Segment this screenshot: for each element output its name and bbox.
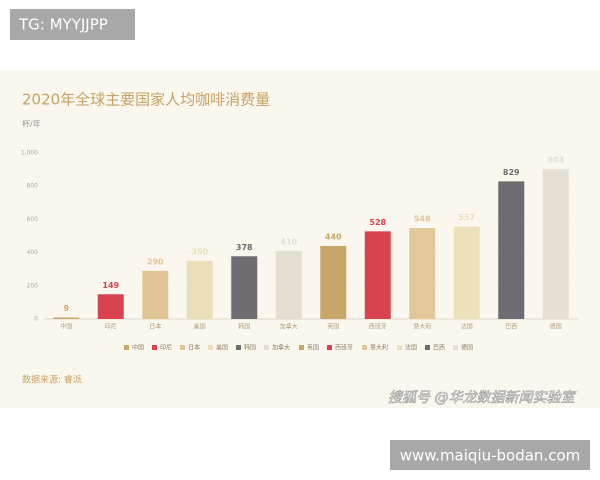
x-tick-label: 美国 xyxy=(194,323,206,331)
source: 数据来源: 睿派 xyxy=(22,374,82,386)
x-tick-label: 日本 xyxy=(149,323,161,331)
legend-swatch xyxy=(264,345,269,350)
legend-label: 韩国 xyxy=(244,344,256,352)
legend-label: 印尼 xyxy=(160,345,172,352)
site-label: www.maiqiu-bodan.com xyxy=(400,447,581,465)
legend-label: 意大利 xyxy=(370,344,388,352)
legend-label: 西班牙 xyxy=(335,344,353,352)
x-tick-label: 加拿大 xyxy=(280,323,298,331)
bar xyxy=(409,228,436,319)
value-label: 829 xyxy=(503,168,520,177)
top-label: TG: MYYJJPP xyxy=(18,16,108,34)
y-tick-label: 0 xyxy=(34,316,38,323)
bar xyxy=(453,226,480,319)
legend-swatch xyxy=(208,345,213,350)
legend-swatch xyxy=(236,345,241,350)
x-tick-label: 韩国 xyxy=(238,323,250,331)
y-tick-label: 600 xyxy=(27,216,39,223)
value-label: 548 xyxy=(414,215,431,224)
site-box xyxy=(390,440,590,470)
x-tick-label: 中国 xyxy=(60,323,72,331)
legend-swatch xyxy=(152,345,157,350)
y-axis-label: 杯/年 xyxy=(22,119,41,129)
value-label: 290 xyxy=(147,257,164,266)
value-label: 440 xyxy=(325,232,342,241)
legend-label: 法国 xyxy=(405,344,417,352)
legend-label: 英国 xyxy=(307,344,319,352)
top-label-box xyxy=(10,9,135,40)
x-tick-label: 西班牙 xyxy=(369,323,387,331)
x-tick-label: 德国 xyxy=(550,323,562,331)
value-label: 350 xyxy=(191,247,208,256)
bar xyxy=(320,245,347,319)
bar xyxy=(97,294,124,319)
y-tick-label: 800 xyxy=(27,183,39,190)
legend-label: 美国 xyxy=(216,344,228,352)
value-label: 9 xyxy=(63,304,69,313)
y-tick-label: 200 xyxy=(27,282,39,289)
bar xyxy=(53,317,80,319)
x-tick-label: 巴西 xyxy=(505,324,517,331)
value-label: 528 xyxy=(369,218,386,227)
legend-swatch xyxy=(124,345,129,350)
x-tick-label: 意大利 xyxy=(413,323,431,331)
legend-label: 中国 xyxy=(132,344,144,352)
bar xyxy=(231,256,258,319)
bar xyxy=(275,250,302,319)
x-tick-label: 印尼 xyxy=(105,324,117,331)
legend-label: 日本 xyxy=(188,344,200,352)
bar xyxy=(142,270,169,319)
legend-swatch xyxy=(327,345,332,350)
bar xyxy=(186,260,213,319)
legend-swatch xyxy=(180,345,185,350)
bar xyxy=(542,169,569,319)
legend-swatch xyxy=(397,345,402,350)
legend-label: 德国 xyxy=(461,344,473,352)
value-label: 410 xyxy=(280,237,297,246)
legend-label: 加拿大 xyxy=(272,344,290,352)
legend-label: 巴西 xyxy=(433,345,445,352)
y-tick-label: 400 xyxy=(27,249,39,256)
x-tick-label: 法国 xyxy=(461,323,473,331)
chart-title: 2020年全球主要国家人均咖啡消费量 xyxy=(22,91,270,109)
bar xyxy=(498,181,525,319)
value-label: 149 xyxy=(102,281,119,290)
value-label: 557 xyxy=(458,213,475,222)
legend-swatch xyxy=(453,345,458,350)
legend-swatch xyxy=(425,345,430,350)
value-label: 378 xyxy=(236,243,253,252)
watermark: 搜狐号 @华龙数据新闻实验室 xyxy=(388,390,576,406)
y-tick-label: 1,000 xyxy=(21,150,38,157)
legend-swatch xyxy=(362,345,367,350)
value-label: 903 xyxy=(547,156,564,165)
x-tick-label: 英国 xyxy=(327,323,339,331)
bar xyxy=(364,231,391,319)
legend-swatch xyxy=(299,345,304,350)
